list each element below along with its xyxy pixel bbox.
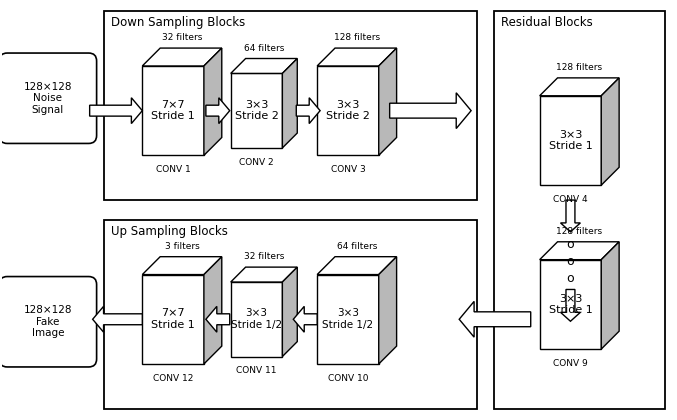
Text: 64 filters: 64 filters: [336, 242, 377, 251]
Text: 3×3
Stride 1/2: 3×3 Stride 1/2: [322, 308, 374, 330]
Text: 128×128
Noise
Signal: 128×128 Noise Signal: [24, 81, 72, 115]
Text: Down Sampling Blocks: Down Sampling Blocks: [110, 16, 245, 29]
Polygon shape: [282, 58, 297, 148]
Polygon shape: [204, 257, 222, 364]
Polygon shape: [231, 58, 297, 74]
Text: CONV 12: CONV 12: [153, 374, 194, 383]
Text: 32 filters: 32 filters: [244, 252, 284, 261]
Polygon shape: [540, 78, 619, 96]
Text: 3×3
Stride 1: 3×3 Stride 1: [548, 294, 592, 315]
Polygon shape: [206, 306, 230, 332]
Text: 7×7
Stride 1: 7×7 Stride 1: [151, 308, 195, 330]
Text: 64 filters: 64 filters: [244, 44, 284, 52]
Polygon shape: [561, 289, 580, 321]
Polygon shape: [601, 242, 619, 349]
Polygon shape: [231, 74, 282, 148]
Text: CONV 3: CONV 3: [330, 165, 366, 174]
Text: CONV 11: CONV 11: [236, 367, 277, 375]
Text: CONV 4: CONV 4: [553, 195, 588, 204]
Text: 128 filters: 128 filters: [334, 33, 380, 42]
Text: 3 filters: 3 filters: [165, 242, 200, 251]
Polygon shape: [317, 257, 397, 275]
Polygon shape: [317, 275, 378, 364]
Polygon shape: [378, 48, 397, 155]
Polygon shape: [390, 93, 471, 129]
Polygon shape: [89, 98, 142, 123]
Text: 3×3
Stride 1/2: 3×3 Stride 1/2: [231, 308, 282, 330]
FancyBboxPatch shape: [0, 53, 97, 144]
Polygon shape: [561, 200, 580, 232]
Polygon shape: [540, 242, 619, 260]
Bar: [494, 11, 665, 409]
Polygon shape: [206, 98, 230, 123]
Polygon shape: [142, 66, 204, 155]
Bar: [104, 220, 477, 409]
FancyBboxPatch shape: [0, 276, 97, 367]
Text: 32 filters: 32 filters: [162, 33, 202, 42]
Text: CONV 2: CONV 2: [239, 158, 274, 167]
Text: Residual Blocks: Residual Blocks: [501, 16, 592, 29]
Polygon shape: [93, 306, 142, 332]
Polygon shape: [204, 48, 222, 155]
Text: 3×3
Stride 1: 3×3 Stride 1: [548, 130, 592, 151]
Text: 7×7
Stride 1: 7×7 Stride 1: [151, 100, 195, 121]
Polygon shape: [317, 66, 378, 155]
Text: o
o
o: o o o: [567, 238, 574, 285]
Text: 128 filters: 128 filters: [556, 63, 603, 72]
Text: Up Sampling Blocks: Up Sampling Blocks: [110, 225, 227, 238]
Polygon shape: [293, 306, 317, 332]
Polygon shape: [231, 282, 282, 357]
Text: 128 filters: 128 filters: [556, 227, 603, 236]
Text: CONV 1: CONV 1: [156, 165, 190, 174]
Polygon shape: [142, 275, 204, 364]
Polygon shape: [142, 257, 222, 275]
Polygon shape: [297, 98, 320, 123]
Text: CONV 10: CONV 10: [328, 374, 368, 383]
Polygon shape: [540, 96, 601, 185]
Polygon shape: [317, 48, 397, 66]
Polygon shape: [142, 48, 222, 66]
Text: 3×3
Stride 2: 3×3 Stride 2: [326, 100, 370, 121]
Text: 3×3
Stride 2: 3×3 Stride 2: [235, 100, 278, 121]
Polygon shape: [231, 267, 297, 282]
Polygon shape: [459, 302, 531, 337]
Polygon shape: [378, 257, 397, 364]
Polygon shape: [601, 78, 619, 185]
Text: 128×128
Fake
Image: 128×128 Fake Image: [24, 305, 72, 339]
Polygon shape: [282, 267, 297, 357]
Polygon shape: [540, 260, 601, 349]
Bar: [104, 11, 477, 200]
Text: CONV 9: CONV 9: [553, 359, 588, 368]
